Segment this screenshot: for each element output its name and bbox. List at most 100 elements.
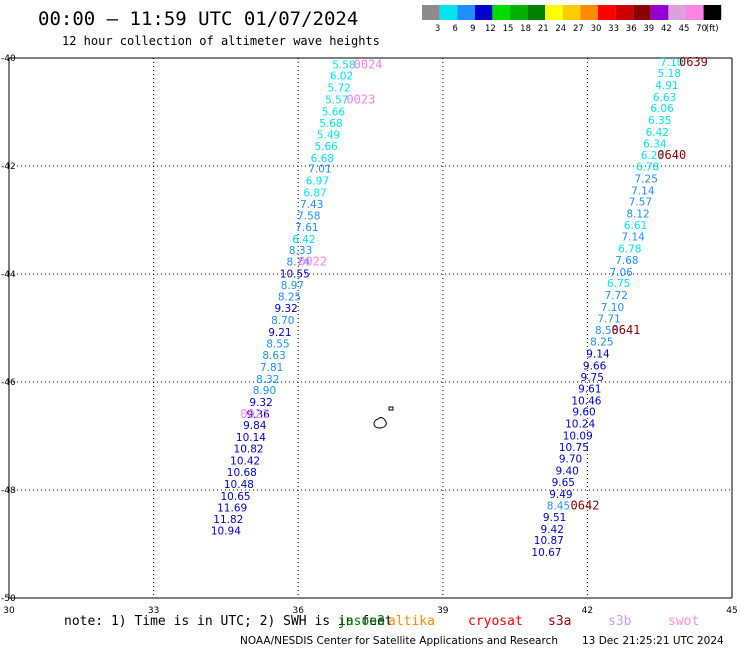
color-scale-legend: 3 6 9 12 15 18 21 24 27 30 33 36 39 42 45 70(ft): [422, 5, 722, 34]
scale-label: 24: [555, 24, 566, 34]
swh-value: 6.61: [624, 220, 647, 232]
swh-value: 7.61: [295, 222, 318, 234]
scale-label: 12: [485, 24, 496, 34]
swh-value: 6.63: [653, 92, 676, 104]
swh-value: 10.46: [571, 395, 601, 407]
scale-swatch: [492, 5, 510, 20]
swh-value: 8.63: [262, 350, 285, 362]
swh-value: 6.42: [292, 234, 315, 246]
swh-value: 5.57: [325, 95, 348, 107]
swh-value: 7.71: [597, 313, 620, 325]
swh-value: 10.24: [565, 419, 595, 431]
swh-value: 7.10: [660, 57, 683, 69]
scale-swatch: [439, 5, 458, 20]
scale-swatch: [650, 5, 669, 20]
scale-label: 3: [435, 24, 440, 34]
swh-value: 5.18: [658, 68, 681, 80]
scale-swatch: [615, 5, 634, 20]
scale-label: 39: [643, 24, 654, 34]
swh-value: 9.65: [552, 477, 575, 489]
swh-value: 10.75: [559, 442, 589, 454]
swh-value: 10.67: [531, 547, 561, 559]
swh-value: 10.55: [280, 268, 310, 280]
x-tick-label: 30: [3, 606, 15, 616]
swh-value: 9.66: [583, 360, 607, 372]
swh-value: 7.68: [615, 255, 638, 267]
swh-value: 6.87: [303, 187, 326, 199]
chart-title: 00:00 – 11:59 UTC 01/07/2024: [38, 8, 358, 30]
scale-label: 9: [470, 24, 475, 34]
time-label: 0021: [240, 407, 269, 421]
swh-value: 5.49: [317, 130, 340, 142]
swh-value: 7.81: [260, 362, 283, 374]
swh-value: 8.74: [287, 257, 311, 269]
swh-value: 11.69: [217, 502, 247, 514]
x-tick-label: 36: [292, 606, 304, 616]
scale-swatch: [703, 5, 722, 20]
y-tick-label: -40: [1, 54, 16, 64]
swh-value: 7.14: [621, 232, 645, 244]
time-label: 0024: [354, 57, 383, 71]
scale-swatch: [598, 5, 616, 20]
swh-value: 6.42: [646, 127, 669, 139]
scale-label: 30: [591, 24, 602, 34]
swh-value: 10.14: [236, 432, 266, 444]
swh-value: 4.91: [655, 80, 678, 92]
x-tick-label: 39: [437, 606, 449, 616]
scale-label: 6: [452, 24, 457, 34]
swh-value: 8.58: [595, 325, 618, 337]
swh-value: 7.58: [297, 211, 320, 223]
swh-value: 9.32: [274, 303, 297, 315]
scale-label: 27: [573, 24, 584, 34]
swh-value: 5.66: [322, 106, 346, 118]
swh-value: 7.10: [601, 302, 624, 314]
scale-label: 15: [503, 24, 514, 34]
satellite-label: s3a: [548, 614, 571, 629]
y-tick-label: -50: [1, 594, 16, 604]
swh-value: 7.06: [609, 267, 633, 279]
y-tick-label: -48: [1, 486, 16, 496]
scale-swatch: [474, 5, 493, 20]
footer-timestamp: 13 Dec 21:25:21 UTC 2024: [582, 635, 724, 647]
x-tick-label: 45: [726, 606, 737, 616]
scale-label: 45: [679, 24, 690, 34]
swh-value: 9.51: [543, 512, 566, 524]
scale-swatch: [633, 5, 651, 20]
swh-value: 9.42: [541, 524, 564, 536]
swh-value: 9.32: [249, 397, 272, 409]
swh-value: 6.78: [618, 244, 641, 256]
swh-value: 8.90: [253, 385, 276, 397]
satellite-legend: jason3 altika cryosat s3a s3b swot: [338, 614, 699, 629]
scale-swatch: [668, 5, 686, 20]
scale-swatch: [580, 5, 598, 20]
swh-value: 6.27: [641, 150, 664, 162]
swh-value: 6.02: [330, 70, 353, 82]
track-values: 5.586.025.725.575.665.685.495.666.687.01…: [211, 55, 708, 559]
swh-value: 8.32: [256, 374, 279, 386]
scale-swatch: [562, 5, 581, 20]
swh-value: 6.97: [306, 176, 329, 188]
axis-tick-labels: 30 33 36 39 42 45 -40 -42 -44 -46 -48 -50: [1, 54, 738, 616]
x-tick-label: 42: [582, 606, 593, 616]
x-tick-label: 33: [148, 606, 159, 616]
swh-value: 10.82: [234, 443, 264, 455]
swh-value: 9.60: [572, 407, 595, 419]
scale-label: 70: [696, 24, 707, 34]
swh-value: 6.34: [643, 138, 667, 150]
time-label: 0023: [346, 93, 375, 107]
swh-value: 8.33: [289, 245, 312, 257]
swh-value: 9.40: [555, 466, 578, 478]
swh-value: 9.61: [578, 383, 601, 395]
swh-value: 8.45: [547, 501, 570, 513]
swh-value: 6.68: [311, 153, 334, 165]
plot-grid: [8, 57, 733, 599]
time-label: 0639: [679, 55, 708, 69]
swh-value: 8.70: [271, 315, 294, 327]
swh-value: 7.01: [308, 164, 331, 176]
swh-value: 8.55: [266, 339, 289, 351]
swh-value: 10.09: [563, 430, 593, 442]
island-outline: [373, 406, 394, 429]
scale-swatch: [510, 5, 528, 20]
scale-label: 21: [538, 24, 549, 34]
